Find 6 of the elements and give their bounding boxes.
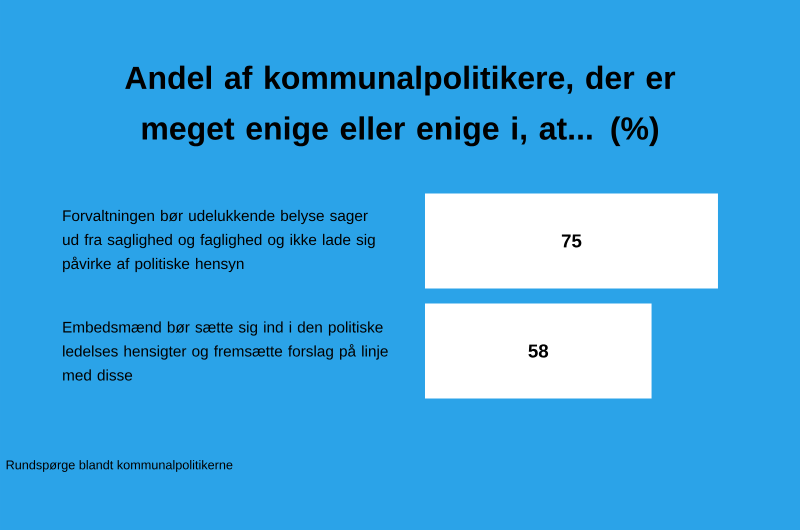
y-tick-label: Embedsmænd bør sætte sig ind i den politiske ledelses hensigter og fremsætte forslag på linje med disse: [63, 321, 388, 381]
data-label: 58: [528, 344, 548, 358]
y-tick-label: Forvaltningen bør udelukkende belyse sager ud fra saglighed og faglighed og ikke lade sig påvirke af politiske hensyn: [63, 210, 375, 272]
chart-title: Andel af kommunalpolitikere, der er meget enige eller enige i, at... (%): [125, 66, 676, 146]
data-label: 75: [562, 234, 582, 248]
text: Rundspørge blandt kommunalpolitikerne: [6, 460, 232, 472]
